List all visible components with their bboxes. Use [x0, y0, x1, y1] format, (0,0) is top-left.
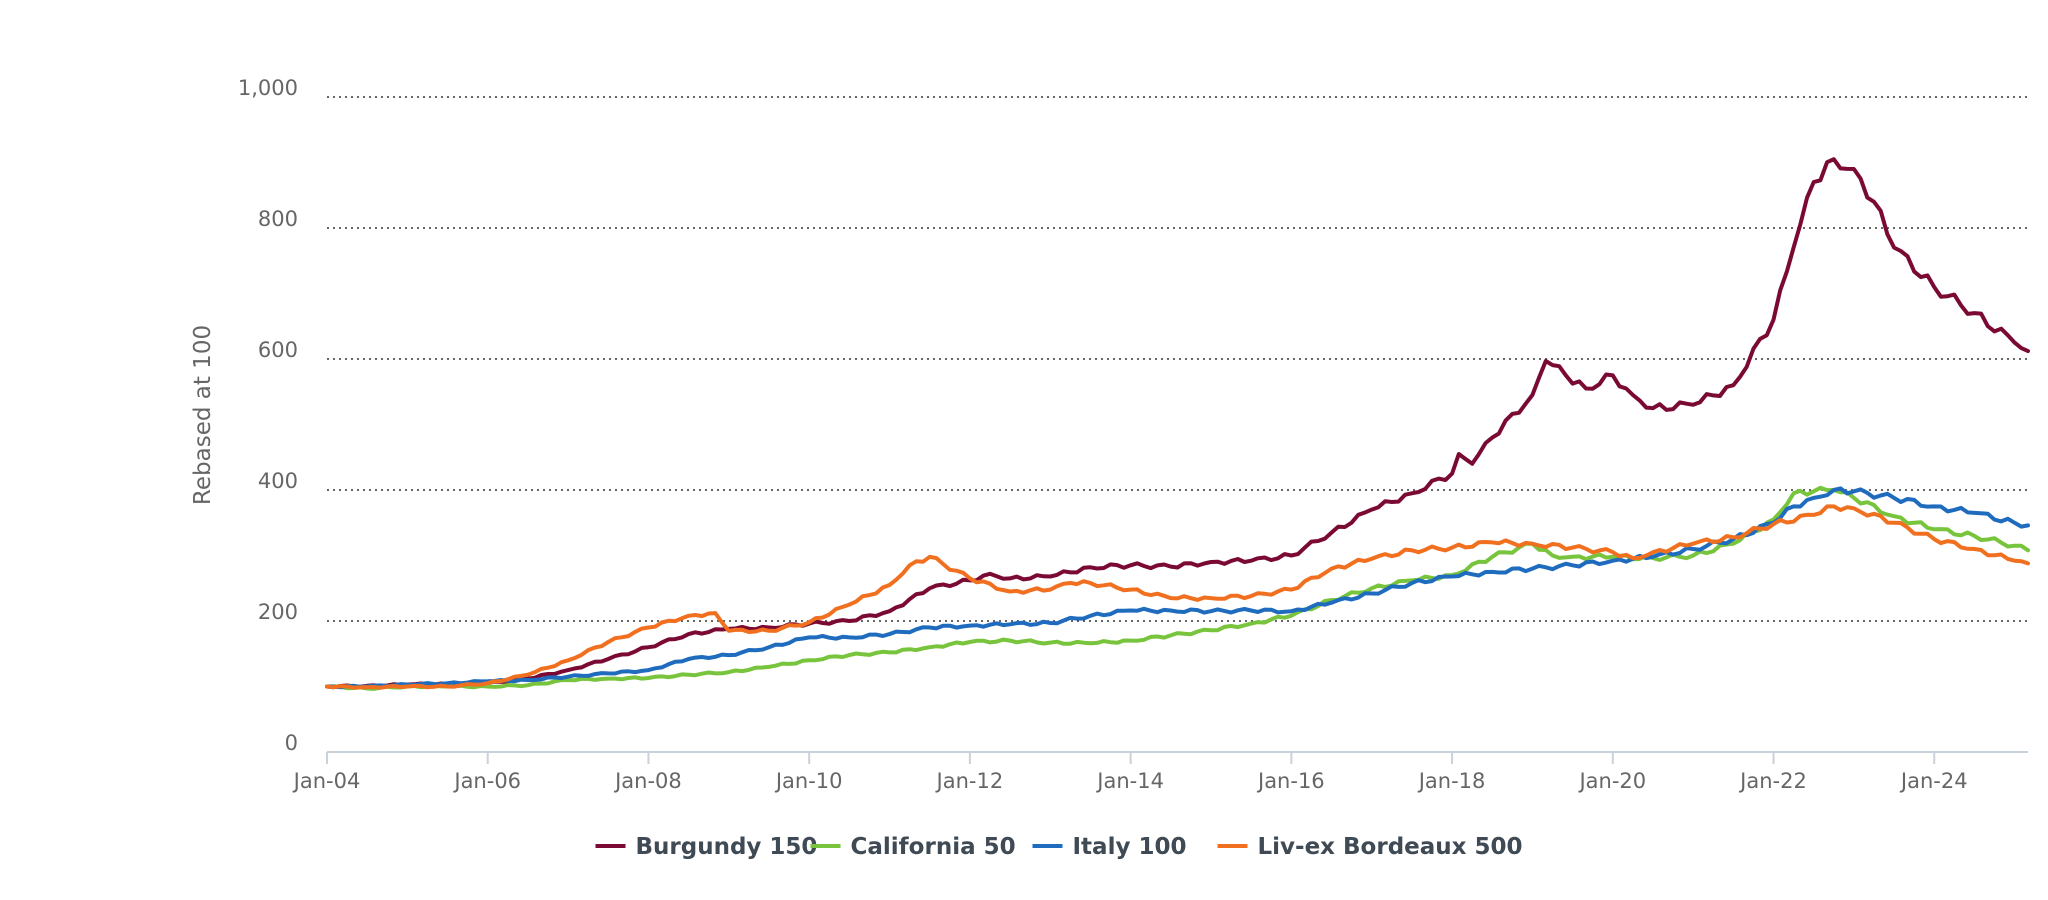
x-tick-label: Jan-12	[935, 769, 1004, 793]
x-tick-label: Jan-20	[1577, 769, 1646, 793]
y-tick-label: 800	[258, 207, 298, 231]
legend-item[interactable]: California 50	[810, 834, 1016, 860]
legend-label: Italy 100	[1073, 834, 1187, 860]
series-line-california-50	[325, 485, 2030, 691]
series-lines	[325, 157, 2030, 691]
legend-label: Liv-ex Bordeaux 500	[1258, 834, 1523, 860]
grid-lines	[327, 96, 2028, 622]
y-tick-label: 200	[258, 600, 298, 624]
series-line-liv-ex-bordeaux-500	[325, 504, 2030, 690]
legend-item[interactable]: Liv-ex Bordeaux 500	[1217, 834, 1523, 860]
x-tick-label: Jan-10	[774, 769, 843, 793]
series-line-burgundy-150	[325, 157, 2030, 690]
y-axis: 0 200 400 600 800 1,000	[238, 76, 298, 755]
y-axis-title: Rebased at 100	[190, 325, 216, 505]
x-tick-label: Jan-18	[1417, 769, 1486, 793]
y-tick-label: 0	[285, 731, 298, 755]
x-tick-label: Jan-16	[1256, 769, 1325, 793]
x-tick-label: Jan-08	[613, 769, 682, 793]
x-tick-label: Jan-24	[1899, 769, 1968, 793]
x-tick-label: Jan-14	[1095, 769, 1164, 793]
y-tick-label: 600	[258, 338, 298, 362]
legend-item[interactable]: Burgundy 150	[595, 834, 818, 860]
legend-label: Burgundy 150	[636, 834, 818, 860]
y-tick-label: 1,000	[238, 76, 298, 100]
y-tick-label: 400	[258, 469, 298, 493]
legend-label: California 50	[851, 834, 1016, 860]
x-axis: Jan-04 Jan-06 Jan-08 Jan-10 Jan-12 Jan-14 Jan-…	[292, 751, 2028, 793]
x-tick-label: Jan-06	[452, 769, 521, 793]
x-tick-label: Jan-22	[1738, 769, 1807, 793]
x-tick-label: Jan-04	[292, 769, 361, 793]
legend: Burgundy 150 California 50 Italy 100 Liv-ex…	[595, 834, 1523, 860]
legend-item[interactable]: Italy 100	[1032, 834, 1187, 860]
